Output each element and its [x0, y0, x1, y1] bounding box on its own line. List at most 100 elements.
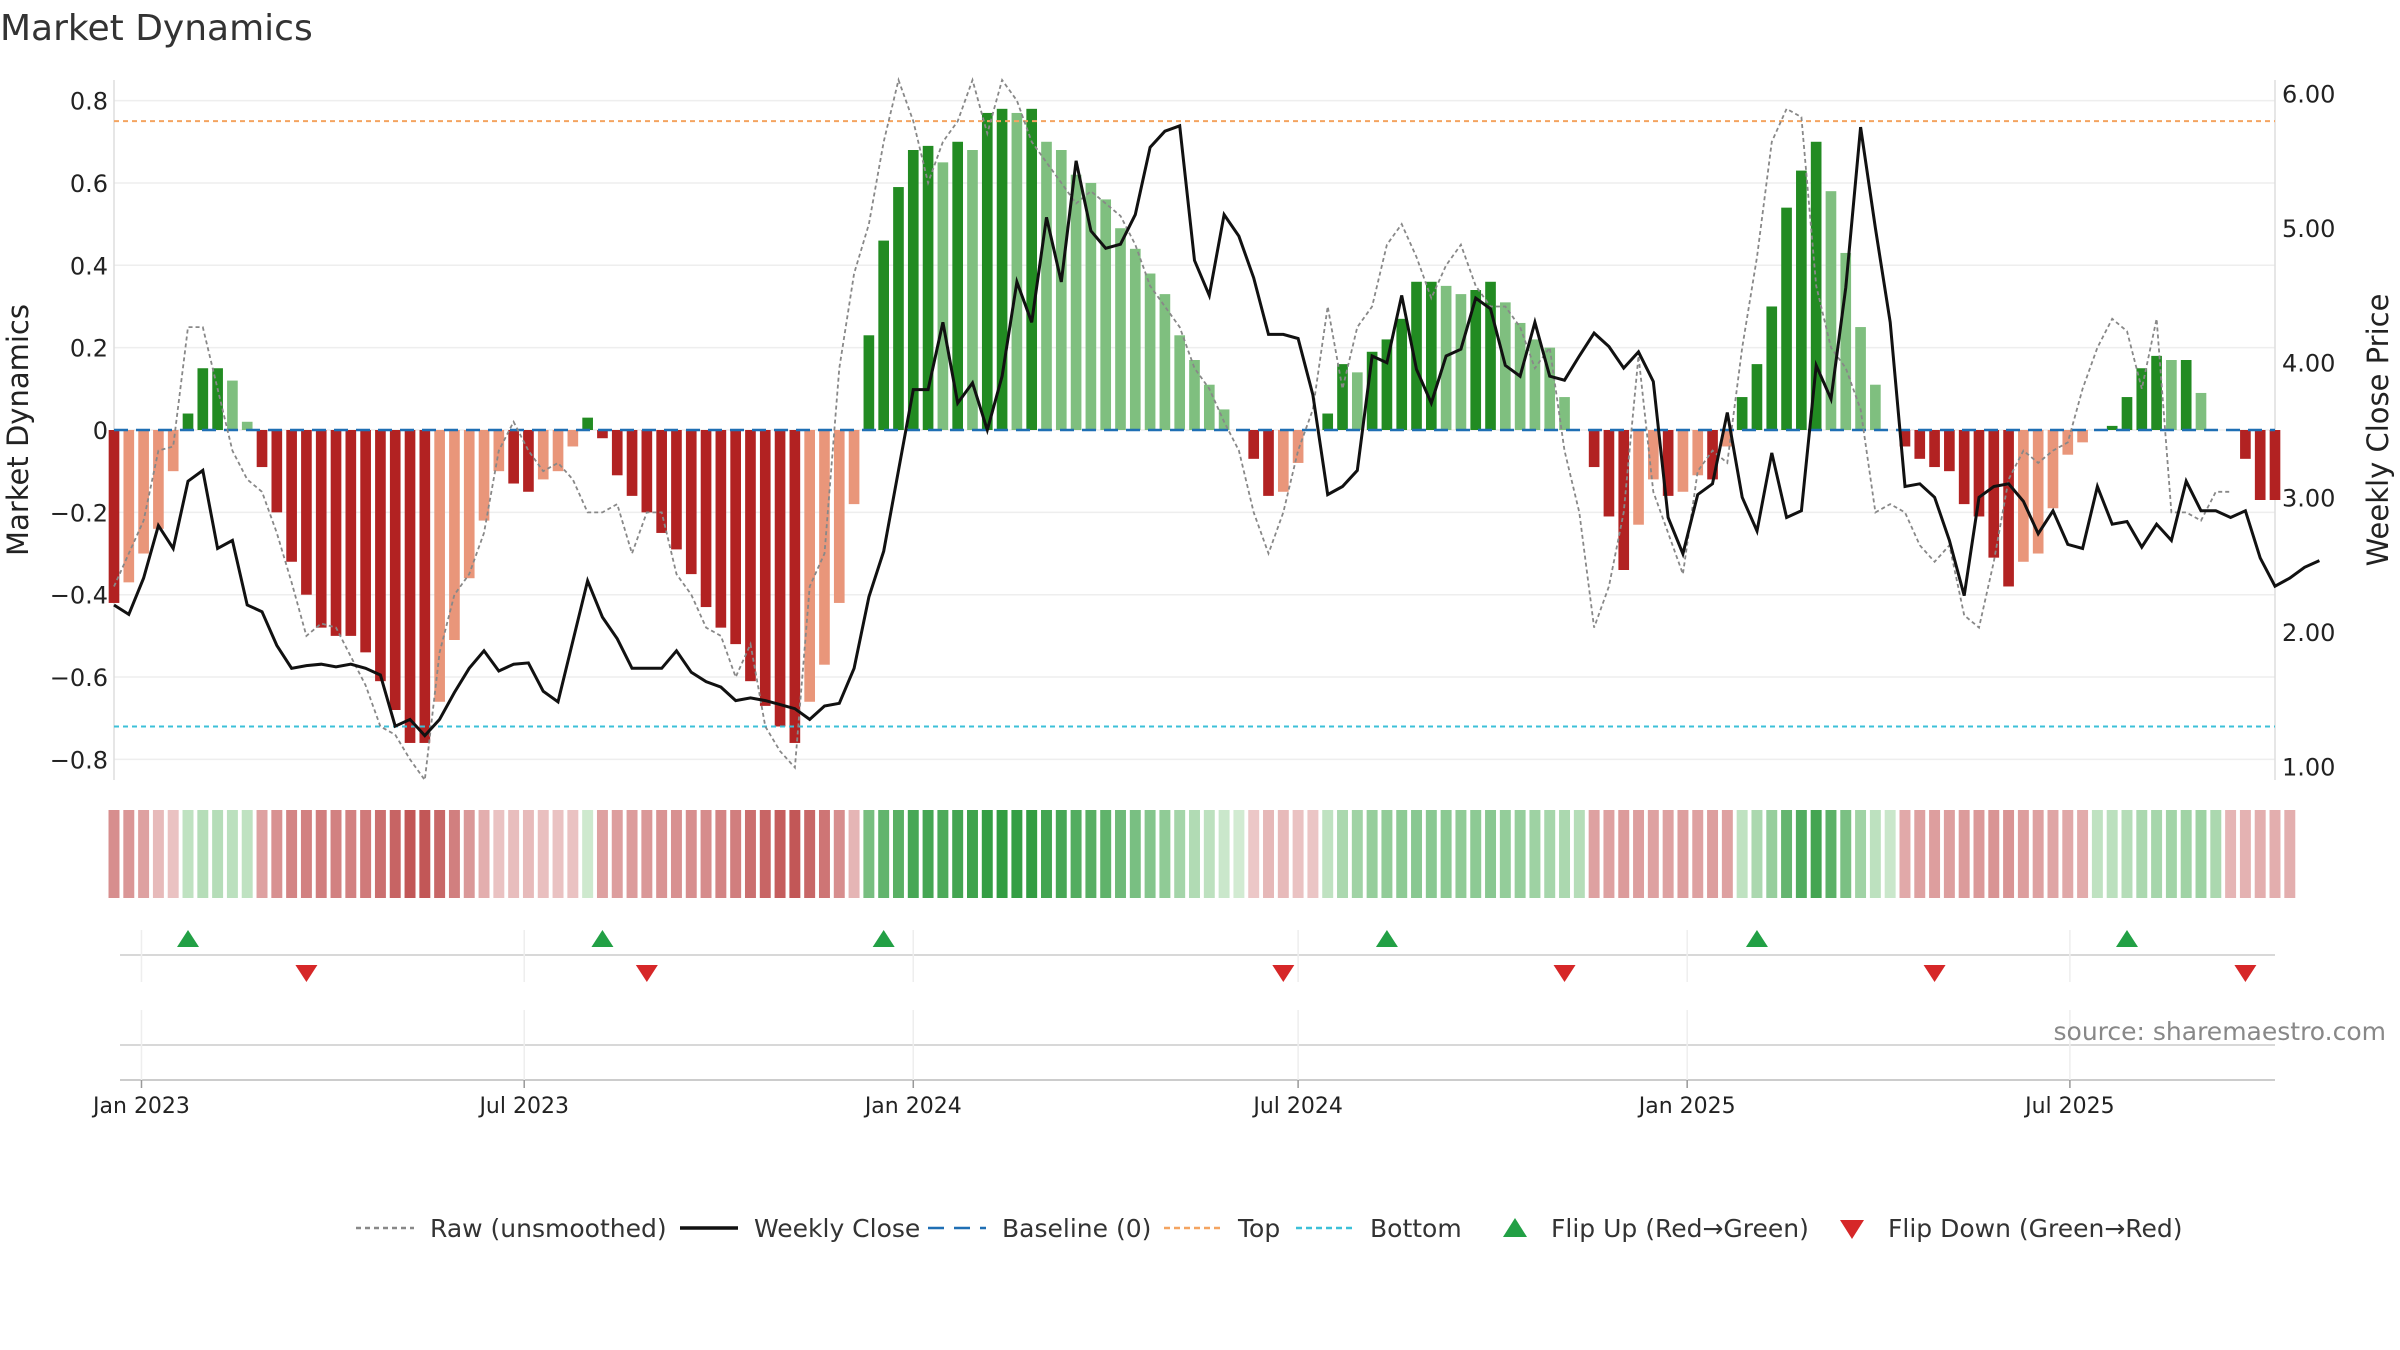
- strip-cell: [1425, 810, 1437, 898]
- strip-cell: [996, 810, 1008, 898]
- dynamics-bar: [700, 430, 712, 608]
- dynamics-bar: [123, 430, 135, 583]
- dynamics-bar: [967, 150, 978, 430]
- dynamics-bar: [1248, 430, 1260, 459]
- strip-cell: [1677, 810, 1689, 898]
- strip-cell: [907, 810, 919, 898]
- dynamics-bar: [981, 112, 993, 431]
- strip-cell: [567, 810, 579, 898]
- dynamics-bar: [1322, 413, 1334, 430]
- dynamics-bar: [1529, 339, 1541, 430]
- flip-up-marker: [1745, 930, 1768, 947]
- dynamics-bar: [197, 368, 209, 430]
- strip-cell: [1914, 810, 1926, 898]
- dynamics-bar: [1085, 182, 1097, 430]
- dynamics-bar: [1707, 430, 1718, 480]
- dynamics-bar: [227, 380, 238, 430]
- dynamics-bar: [1618, 430, 1630, 570]
- right-axis-label: Weekly Close Price: [2361, 294, 2395, 567]
- dynamics-bar: [1351, 372, 1363, 430]
- strip-cell: [1869, 810, 1881, 898]
- dynamics-bar: [389, 430, 401, 710]
- left-tick-label: 0.4: [70, 252, 108, 280]
- dynamics-bar: [2106, 425, 2118, 430]
- dynamics-bar: [360, 430, 371, 653]
- strip-cell: [1159, 810, 1171, 898]
- raw-line: [113, 76, 2231, 783]
- flip-down-marker: [1923, 965, 1946, 982]
- strip-cell: [611, 810, 623, 898]
- dynamics-bar: [1633, 430, 1644, 525]
- legend-swatch: [1503, 1218, 1527, 1237]
- strip-cell: [2077, 810, 2089, 898]
- dynamics-bar: [1070, 174, 1082, 430]
- strip-cell: [1736, 810, 1748, 898]
- strip-cell: [1884, 810, 1896, 898]
- strip-cell: [1129, 810, 1141, 898]
- strip-cell: [389, 810, 401, 898]
- strip-cell: [1248, 810, 1260, 898]
- strip-cell: [1544, 810, 1556, 898]
- strip-cell: [419, 810, 431, 898]
- legend-label: Bottom: [1370, 1214, 1462, 1243]
- dynamics-bar: [241, 421, 253, 430]
- strip-cell: [197, 810, 209, 898]
- dynamics-bar: [937, 162, 949, 430]
- strip-cell: [744, 810, 756, 898]
- flip-down-marker: [295, 965, 318, 982]
- strip-cell: [1647, 810, 1659, 898]
- dynamics-bar: [182, 413, 194, 430]
- dynamics-bar: [1899, 430, 1911, 447]
- dynamics-bar: [1026, 108, 1038, 430]
- legend-item: Bottom: [1296, 1214, 1462, 1243]
- left-tick-label: −0.8: [50, 746, 108, 774]
- legend: Raw (unsmoothed) Weekly Close Baseline (0)…: [356, 1214, 2183, 1243]
- strip-cell: [2032, 810, 2044, 898]
- dynamics-bar: [893, 187, 904, 430]
- legend-label: Flip Up (Red→Green): [1551, 1214, 1809, 1243]
- dynamics-bar: [315, 430, 327, 628]
- strip-cell: [892, 810, 904, 898]
- left-axis-label: Market Dynamics: [1, 304, 35, 556]
- dynamics-bar: [108, 430, 120, 603]
- dynamics-bar: [138, 430, 149, 554]
- dynamics-bar: [404, 430, 416, 743]
- dynamics-bar: [1766, 306, 1778, 430]
- strip-cell: [1603, 810, 1615, 898]
- strip-cell: [315, 810, 327, 898]
- strip-cell: [374, 810, 386, 898]
- dynamics-bar: [1544, 347, 1556, 430]
- strip-cell: [2151, 810, 2163, 898]
- legend-item: Top: [1164, 1214, 1280, 1243]
- dynamics-bar: [567, 430, 579, 447]
- strip-cell: [1943, 810, 1955, 898]
- dynamics-bar: [833, 430, 845, 603]
- dynamics-bar: [1292, 430, 1304, 463]
- strip-cell: [656, 810, 668, 898]
- strip-cell: [774, 810, 786, 898]
- dynamics-bar: [1485, 281, 1496, 430]
- dynamics-bar: [1840, 252, 1852, 430]
- flip-up-marker: [872, 930, 895, 947]
- strip-cell: [1396, 810, 1408, 898]
- strip-cell: [152, 810, 164, 898]
- flip-up-marker: [2115, 930, 2138, 947]
- strip-cell: [1573, 810, 1585, 898]
- strip-cell: [2017, 810, 2029, 898]
- strip-cell: [759, 810, 771, 898]
- dynamics-bar: [1781, 207, 1792, 430]
- dynamics-bar: [1870, 384, 1881, 430]
- dynamics-bar: [1944, 430, 1955, 472]
- dynamics-bar: [1973, 430, 1985, 517]
- left-tick-label: 0.8: [70, 88, 108, 116]
- strip-cell: [641, 810, 653, 898]
- dynamics-bar: [508, 430, 519, 484]
- strip-cell: [1455, 810, 1467, 898]
- legend-label: Top: [1237, 1214, 1280, 1243]
- strip-cell: [138, 810, 150, 898]
- strip-cell: [226, 810, 238, 898]
- dynamics-bar: [2032, 430, 2044, 554]
- reference-lines: [114, 120, 2275, 728]
- strip-cell: [863, 810, 875, 898]
